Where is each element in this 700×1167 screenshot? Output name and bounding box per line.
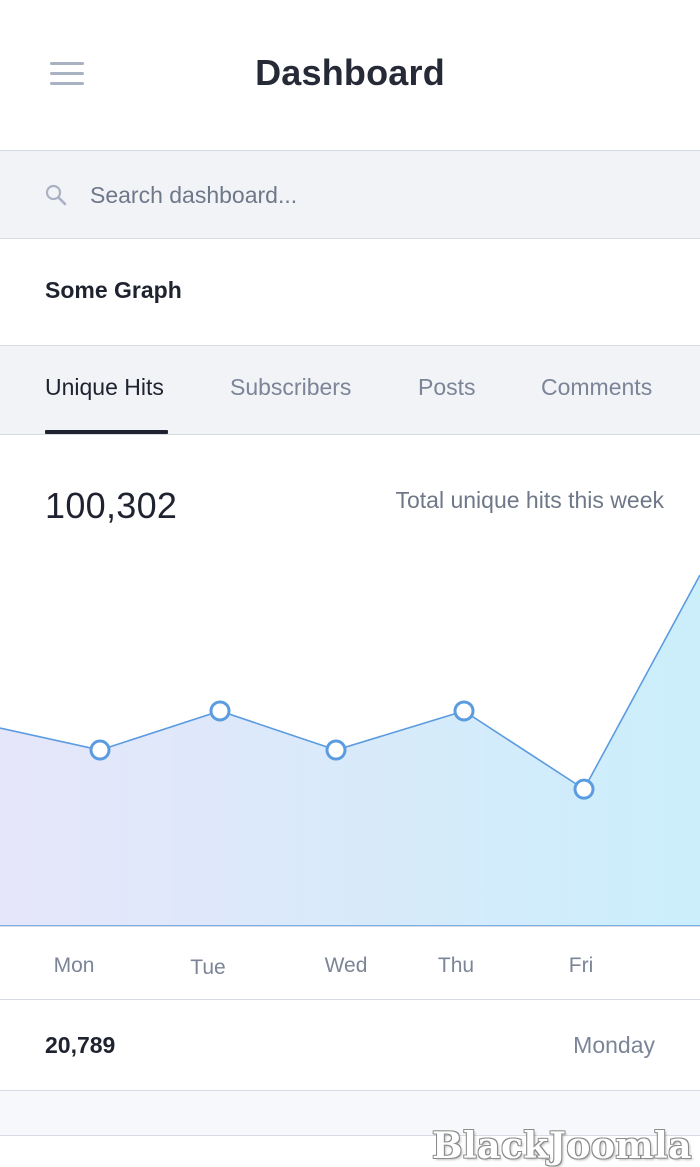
tab-subscribers[interactable]: Subscribers — [230, 374, 352, 400]
active-tab-indicator — [45, 430, 168, 434]
x-axis-label-thu: Thu — [437, 954, 475, 977]
x-axis-label-wed: Wed — [324, 954, 368, 977]
chart-point-thu[interactable] — [453, 700, 475, 722]
hits-chart — [0, 535, 700, 928]
tab-bar: Unique Hits Subscribers Posts Comments — [0, 345, 700, 435]
section-header: Some Graph — [0, 239, 700, 345]
x-axis-label-tue: Tue — [190, 956, 226, 979]
x-axis-label-fri: Fri — [568, 954, 594, 977]
chart-area-fill — [0, 575, 700, 926]
chart-x-axis: Mon Tue Wed Thu Fri — [0, 926, 700, 1000]
chart-point-wed[interactable] — [325, 739, 347, 761]
next-card — [0, 1135, 700, 1167]
page-title: Dashboard — [255, 52, 445, 93]
menu-button[interactable] — [44, 56, 90, 92]
stats-summary: 100,302 Total unique hits this week — [0, 435, 700, 535]
chart-point-tue[interactable] — [209, 700, 231, 722]
selected-point-detail[interactable]: 20,789 Monday — [0, 1000, 700, 1091]
search-icon — [45, 184, 67, 206]
footer-area: BlackJoomla — [0, 1091, 700, 1167]
chart-point-mon[interactable] — [89, 739, 111, 761]
total-hits-value: 100,302 — [45, 485, 178, 526]
search-input[interactable] — [90, 173, 650, 217]
search-bar — [0, 150, 700, 239]
x-axis-label-mon: Mon — [53, 954, 95, 977]
section-title: Some Graph — [45, 277, 182, 303]
tab-comments[interactable]: Comments — [541, 374, 653, 400]
watermark-logo: BlackJoomla — [432, 1125, 692, 1167]
total-hits-caption: Total unique hits this week — [395, 487, 665, 513]
selected-point-day: Monday — [573, 1032, 655, 1058]
tab-posts[interactable]: Posts — [418, 374, 476, 400]
tab-unique-hits[interactable]: Unique Hits — [45, 374, 164, 400]
hits-chart-svg — [0, 574, 700, 927]
hamburger-menu-icon — [50, 62, 84, 65]
selected-point-value: 20,789 — [45, 1032, 116, 1058]
chart-point-fri[interactable] — [573, 778, 595, 800]
app-header: Dashboard — [0, 0, 700, 150]
